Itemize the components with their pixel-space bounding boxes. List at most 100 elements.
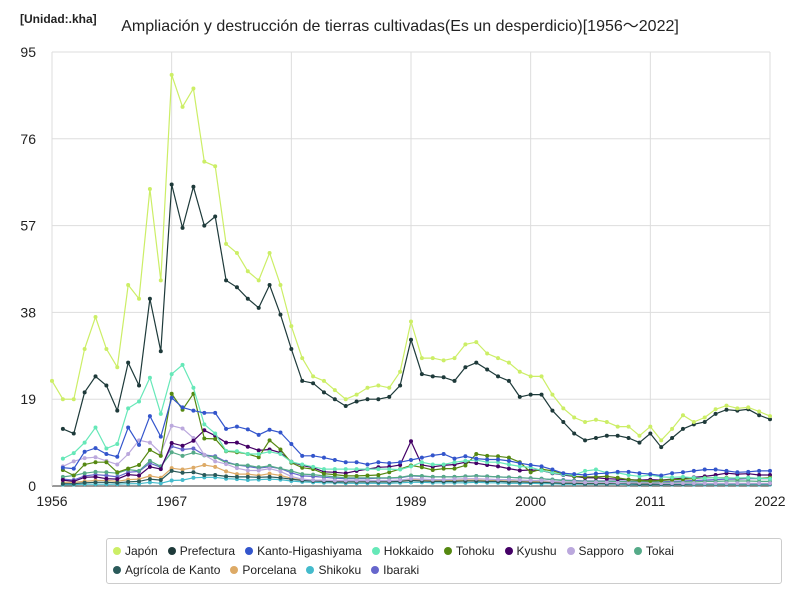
data-point — [398, 478, 403, 483]
data-point — [485, 460, 490, 465]
data-point — [659, 478, 664, 483]
data-point — [376, 473, 381, 478]
data-point — [517, 394, 522, 399]
data-point — [615, 469, 620, 474]
data-point — [343, 404, 348, 409]
data-point — [245, 468, 250, 473]
data-point — [506, 462, 511, 467]
data-point — [300, 477, 305, 482]
data-point — [409, 337, 413, 342]
data-point — [158, 478, 163, 483]
data-point — [768, 417, 772, 422]
data-point — [496, 454, 501, 459]
data-point — [637, 471, 642, 476]
data-point — [441, 375, 446, 380]
data-point — [104, 446, 109, 451]
data-point — [724, 407, 729, 412]
data-point — [354, 392, 359, 397]
data-point — [147, 375, 152, 380]
data-point — [659, 438, 664, 443]
data-point — [234, 466, 239, 471]
data-point — [202, 223, 207, 228]
data-point — [746, 481, 751, 486]
legend-item: Ibaraki — [371, 563, 419, 577]
data-point — [517, 468, 522, 473]
legend-item: Tohoku — [443, 544, 495, 558]
data-point — [180, 426, 185, 431]
legend-label: Porcelana — [242, 563, 297, 577]
series-line — [62, 451, 770, 483]
data-point — [343, 467, 348, 472]
data-point — [615, 480, 620, 485]
y-tick-label: 0 — [28, 478, 36, 494]
data-point — [430, 468, 435, 473]
data-point — [158, 481, 163, 486]
data-point — [60, 426, 65, 431]
data-point — [452, 378, 457, 383]
data-point — [332, 472, 337, 477]
data-point — [387, 470, 392, 475]
data-point — [702, 481, 707, 486]
data-point — [691, 475, 696, 480]
legend: Japón Prefectura Kanto-Higashiyama Hokkaido… — [106, 538, 782, 584]
data-point — [539, 478, 544, 483]
data-point — [365, 397, 370, 402]
data-point — [702, 476, 707, 481]
x-tick-label: 1967 — [156, 493, 187, 509]
data-point — [202, 452, 207, 457]
data-point — [93, 425, 98, 430]
data-point — [332, 388, 337, 393]
data-point — [474, 360, 479, 365]
data-point — [147, 464, 152, 469]
y-tick-label: 95 — [20, 44, 36, 60]
data-point — [71, 473, 76, 478]
data-point — [430, 374, 435, 379]
data-point — [463, 463, 468, 468]
data-point — [289, 477, 294, 482]
data-point — [224, 474, 229, 479]
unit-label: [Unidad:.kha] — [20, 12, 97, 26]
data-point — [757, 476, 762, 481]
data-point — [71, 479, 76, 484]
data-point — [191, 184, 196, 189]
data-point — [332, 457, 337, 462]
legend-item: Japón — [113, 544, 158, 558]
data-point — [191, 86, 196, 91]
data-point — [147, 458, 152, 463]
data-point — [147, 473, 152, 478]
data-point — [550, 392, 555, 397]
data-point — [474, 473, 479, 478]
data-point — [713, 467, 718, 472]
data-point — [680, 426, 685, 431]
data-point — [202, 428, 207, 433]
data-point — [82, 480, 87, 485]
data-point — [278, 282, 283, 287]
data-point — [180, 225, 185, 230]
data-point — [289, 324, 294, 329]
data-point — [267, 474, 272, 479]
data-point — [648, 472, 653, 477]
data-point — [441, 466, 446, 471]
data-point — [713, 475, 718, 480]
data-point — [474, 461, 479, 466]
data-point — [517, 478, 522, 483]
data-point — [60, 456, 65, 461]
legend-swatch — [245, 547, 254, 555]
legend-label: Kanto-Higashiyama — [257, 544, 362, 558]
data-point — [648, 478, 653, 483]
data-point — [648, 424, 653, 429]
data-point — [300, 356, 305, 361]
data-point — [528, 462, 533, 467]
data-point — [343, 397, 348, 402]
data-point — [604, 471, 609, 476]
data-point — [256, 432, 261, 437]
data-point — [409, 464, 413, 469]
data-point — [267, 449, 272, 454]
data-point — [398, 462, 403, 467]
data-point — [506, 466, 511, 471]
data-point — [561, 471, 566, 476]
data-point — [267, 438, 272, 443]
data-point — [202, 473, 207, 478]
data-point — [365, 467, 370, 472]
data-point — [354, 399, 359, 404]
